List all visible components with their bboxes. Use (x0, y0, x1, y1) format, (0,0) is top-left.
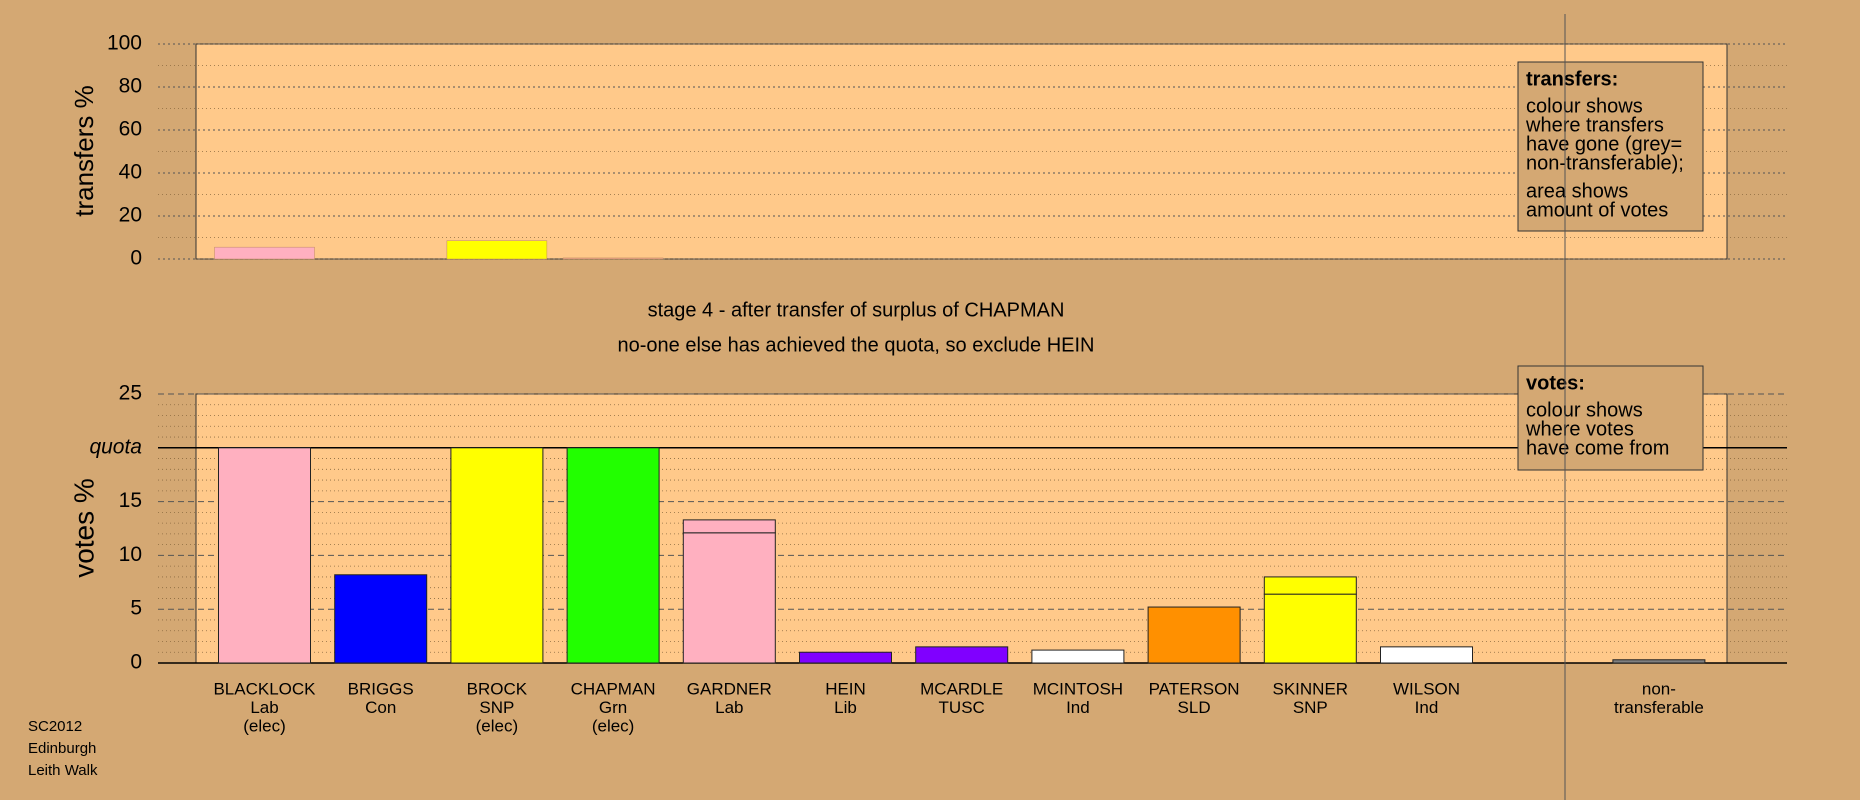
vote-bar-segment (218, 447, 311, 664)
y-tick-label: quota (89, 435, 142, 458)
transfer-bar (446, 240, 548, 260)
x-tick-label: Lib (834, 698, 857, 717)
x-tick-label: Grn (599, 698, 627, 717)
vote-bar-segment (450, 447, 544, 664)
x-tick-label: MCARDLE (920, 679, 1003, 698)
x-tick-label: HEIN (825, 679, 866, 698)
x-tick-label: MCINTOSH (1033, 679, 1123, 698)
transfer-bar (562, 257, 664, 260)
x-tick-label: Con (365, 698, 396, 717)
note-heading: votes: (1526, 372, 1585, 394)
y-tick-label: 60 (119, 118, 142, 141)
y-tick-label: 100 (107, 32, 142, 55)
y-tick-label: 0 (130, 247, 142, 270)
note-heading: transfers: (1526, 68, 1618, 90)
y-tick-label: 15 (119, 489, 142, 512)
y-tick-label: 25 (119, 382, 142, 405)
y-tick-label: 80 (119, 75, 142, 98)
vote-bar-segment (915, 646, 1009, 664)
x-tick-label: BROCK (467, 679, 528, 698)
x-tick-label: PATERSON (1149, 679, 1240, 698)
vote-bar-segment (682, 532, 776, 664)
y-tick-label: 40 (119, 161, 142, 184)
x-tick-label: GARDNER (687, 679, 772, 698)
x-tick-label: BRIGGS (348, 679, 414, 698)
footer: Leith Walk (28, 762, 98, 779)
transfer-bar (214, 246, 315, 260)
vote-bar-segment (1612, 659, 1706, 664)
x-tick-label: WILSON (1393, 679, 1460, 698)
x-tick-label: SKINNER (1273, 679, 1349, 698)
x-tick-label: Ind (1066, 698, 1090, 717)
x-tick-label: (elec) (592, 716, 635, 735)
vote-bar-segment (799, 651, 892, 664)
x-tick-label: SNP (479, 698, 514, 717)
vote-bar-segment (334, 574, 428, 664)
note-line: have come from (1526, 437, 1669, 459)
x-tick-label: Ind (1415, 698, 1439, 717)
caption: no-one else has achieved the quota, so e… (618, 334, 1095, 356)
y-axis-title: transfers % (69, 85, 99, 217)
footer: SC2012 (28, 718, 82, 735)
y-tick-label: 5 (130, 597, 142, 620)
x-tick-label: Lab (715, 698, 743, 717)
y-tick-label: 10 (119, 543, 142, 566)
caption: stage 4 - after transfer of surplus of C… (648, 299, 1065, 321)
y-axis-title: votes % (68, 478, 99, 578)
note-box (1517, 365, 1704, 471)
x-tick-label: SLD (1178, 698, 1211, 717)
note-line: amount of votes (1526, 199, 1668, 221)
x-tick-label: SNP (1293, 698, 1328, 717)
vote-bar-segment (1031, 649, 1125, 664)
y-tick-label: 20 (119, 204, 142, 227)
vote-bar-segment (566, 447, 660, 664)
vote-bar-segment (682, 519, 776, 534)
vote-bar-segment (1263, 576, 1357, 595)
note-line: colour shows (1526, 95, 1643, 117)
vote-bar-segment (1263, 593, 1357, 664)
note-line: colour shows (1526, 399, 1643, 421)
note-line: area shows (1526, 180, 1628, 202)
note-line: where votes (1525, 418, 1634, 440)
x-tick-label: non- (1642, 679, 1676, 698)
note-line: where transfers (1525, 114, 1664, 136)
note-box (1517, 61, 1704, 232)
x-tick-label: CHAPMAN (571, 679, 656, 698)
footer: Edinburgh (28, 740, 96, 757)
x-tick-label: BLACKLOCK (213, 679, 316, 698)
x-tick-label: (elec) (243, 716, 286, 735)
x-tick-label: Lab (250, 698, 278, 717)
x-tick-label: (elec) (476, 716, 519, 735)
x-tick-label: TUSC (939, 698, 985, 717)
vote-bar-segment (1147, 606, 1241, 664)
top-plot-frame (195, 43, 1728, 260)
vote-bar-segment (1380, 646, 1473, 664)
note-line: non-transferable); (1526, 152, 1684, 174)
y-tick-label: 0 (130, 651, 142, 674)
x-tick-label: transferable (1614, 698, 1704, 717)
